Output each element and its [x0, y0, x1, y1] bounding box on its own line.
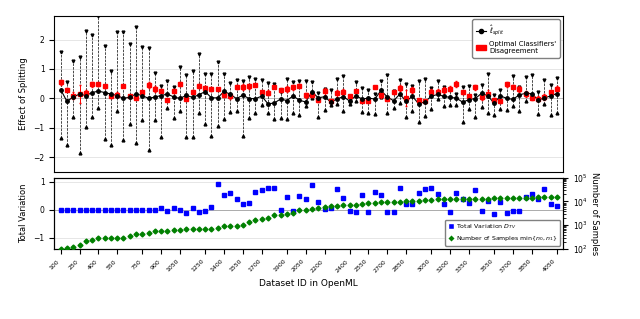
Number of Samples $\min\{n_0, n_1\}$ [57, 247, 65, 250]
Total Variation $D_{TV}$ [214, 182, 221, 185]
X-axis label: Dataset ID in OpenML: Dataset ID in OpenML [259, 279, 358, 288]
Y-axis label: Total Variation: Total Variation [19, 183, 28, 243]
Total Variation $D_{TV}$ [509, 209, 516, 213]
Number of Samples $\min\{n_0, n_1\}$ [276, 213, 284, 217]
Number of Samples $\min\{n_0, n_1\}$ [396, 200, 404, 204]
Total Variation $D_{TV}$ [490, 212, 498, 216]
Y-axis label: Effect of Splitting: Effect of Splitting [19, 58, 28, 130]
Number of Samples $\min\{n_0, n_1\}$ [358, 203, 366, 206]
Total Variation $D_{TV}$ [283, 196, 291, 199]
Total Variation $D_{TV}$ [383, 210, 391, 214]
Total Variation $D_{TV}$ [57, 208, 65, 212]
Total Variation $D_{TV}$ [358, 194, 366, 197]
Legend: Total Variation $D_{TV}$, Number of Samples $\min\{n_0, n_1\}$: Total Variation $D_{TV}$, Number of Samp… [445, 220, 560, 246]
Line: Total Variation $D_{TV}$: Total Variation $D_{TV}$ [59, 182, 559, 215]
Number of Samples $\min\{n_0, n_1\}$ [377, 200, 385, 204]
Number of Samples $\min\{n_0, n_1\}$ [352, 203, 360, 207]
Number of Samples $\min\{n_0, n_1\}$ [553, 196, 561, 199]
Line: Number of Samples $\min\{n_0, n_1\}$: Number of Samples $\min\{n_0, n_1\}$ [59, 196, 559, 250]
Total Variation $D_{TV}$ [403, 202, 410, 206]
Legend: $\hat{\ell}_{split}$, Optimal Classifiers'
Disagreement: $\hat{\ell}_{split}$, Optimal Classifier… [472, 19, 560, 58]
Total Variation $D_{TV}$ [365, 210, 372, 214]
Number of Samples $\min\{n_0, n_1\}$ [497, 196, 504, 200]
Total Variation $D_{TV}$ [553, 204, 561, 208]
Y-axis label: Number of Samples: Number of Samples [590, 172, 599, 255]
